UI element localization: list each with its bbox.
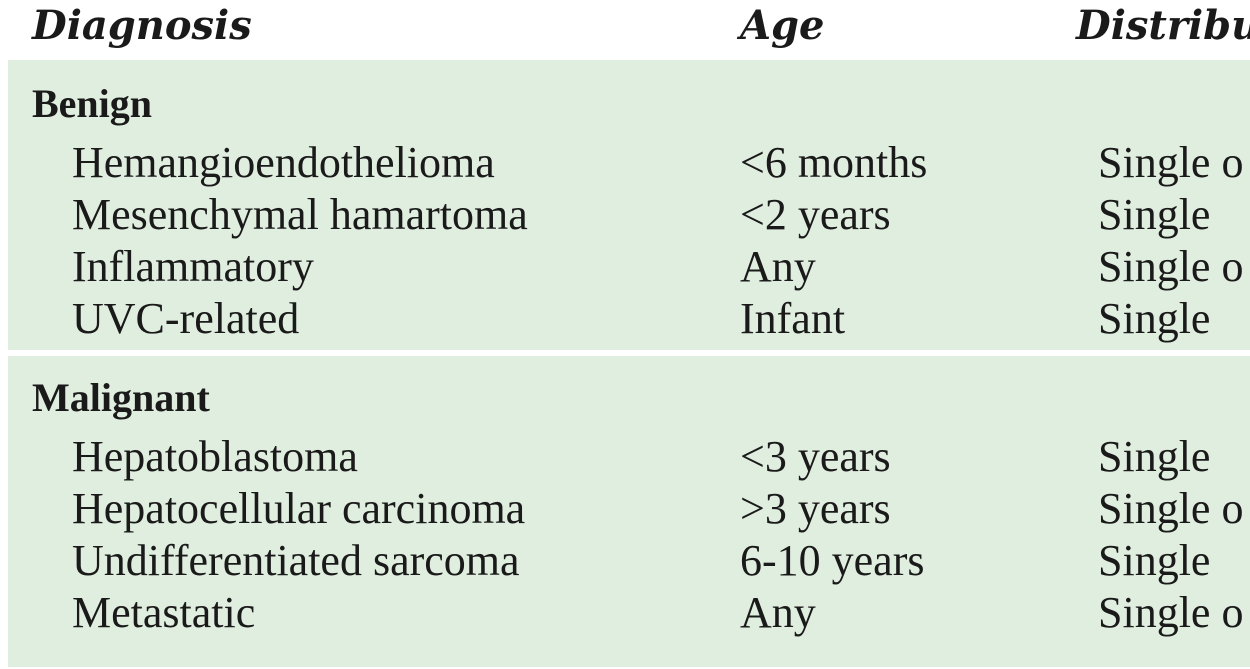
cell-age: <3 years [740,432,891,481]
cell-diagnosis: Undifferentiated sarcoma [72,536,520,585]
cell-distribution: Single o [1098,588,1244,637]
table-row: Hemangioendothelioma <6 months Single o [8,138,1250,190]
table-row: Metastatic Any Single o [8,588,1250,640]
cell-distribution: Single o [1098,242,1244,291]
section-title-benign: Benign [32,81,153,126]
table-row: Mesenchymal hamartoma <2 years Single [8,190,1250,242]
cell-age: Any [740,242,816,291]
cell-diagnosis: Metastatic [72,588,256,637]
cell-age: Infant [740,294,846,343]
header-age: Age [740,2,825,49]
cell-distribution: Single [1098,432,1211,481]
cell-age: Any [740,588,816,637]
cell-diagnosis: Hemangioendothelioma [72,138,495,187]
header-distribution: Distribu [1076,2,1250,49]
section-malignant: Malignant Hepatoblastoma <3 years Single… [8,356,1250,667]
cell-diagnosis: Hepatoblastoma [72,432,358,481]
table-row: Undifferentiated sarcoma 6-10 years Sing… [8,536,1250,588]
cell-diagnosis: Hepatocellular carcinoma [72,484,526,533]
cell-diagnosis: UVC-related [72,294,300,343]
table-row: UVC-related Infant Single [8,294,1250,346]
cell-distribution: Single [1098,190,1211,239]
cell-diagnosis: Inflammatory [72,242,314,291]
cell-age: <6 months [740,138,928,187]
malignant-rows: Hepatoblastoma <3 years Single Hepatocel… [8,432,1250,640]
benign-rows: Hemangioendothelioma <6 months Single o … [8,138,1250,346]
cell-age: 6-10 years [740,536,925,585]
table-row: Inflammatory Any Single o [8,242,1250,294]
cell-age: >3 years [740,484,891,533]
section-title-malignant: Malignant [32,375,210,420]
cell-distribution: Single [1098,536,1211,585]
header-diagnosis: Diagnosis [32,2,252,49]
cell-diagnosis: Mesenchymal hamartoma [72,190,528,239]
cell-distribution: Single [1098,294,1211,343]
table-header-row: Diagnosis Age Distribu [0,0,1250,58]
section-benign: Benign Hemangioendothelioma <6 months Si… [8,60,1250,350]
cell-distribution: Single o [1098,138,1244,187]
table-row: Hepatocellular carcinoma >3 years Single… [8,484,1250,536]
cell-age: <2 years [740,190,891,239]
cell-distribution: Single o [1098,484,1244,533]
table-row: Hepatoblastoma <3 years Single [8,432,1250,484]
